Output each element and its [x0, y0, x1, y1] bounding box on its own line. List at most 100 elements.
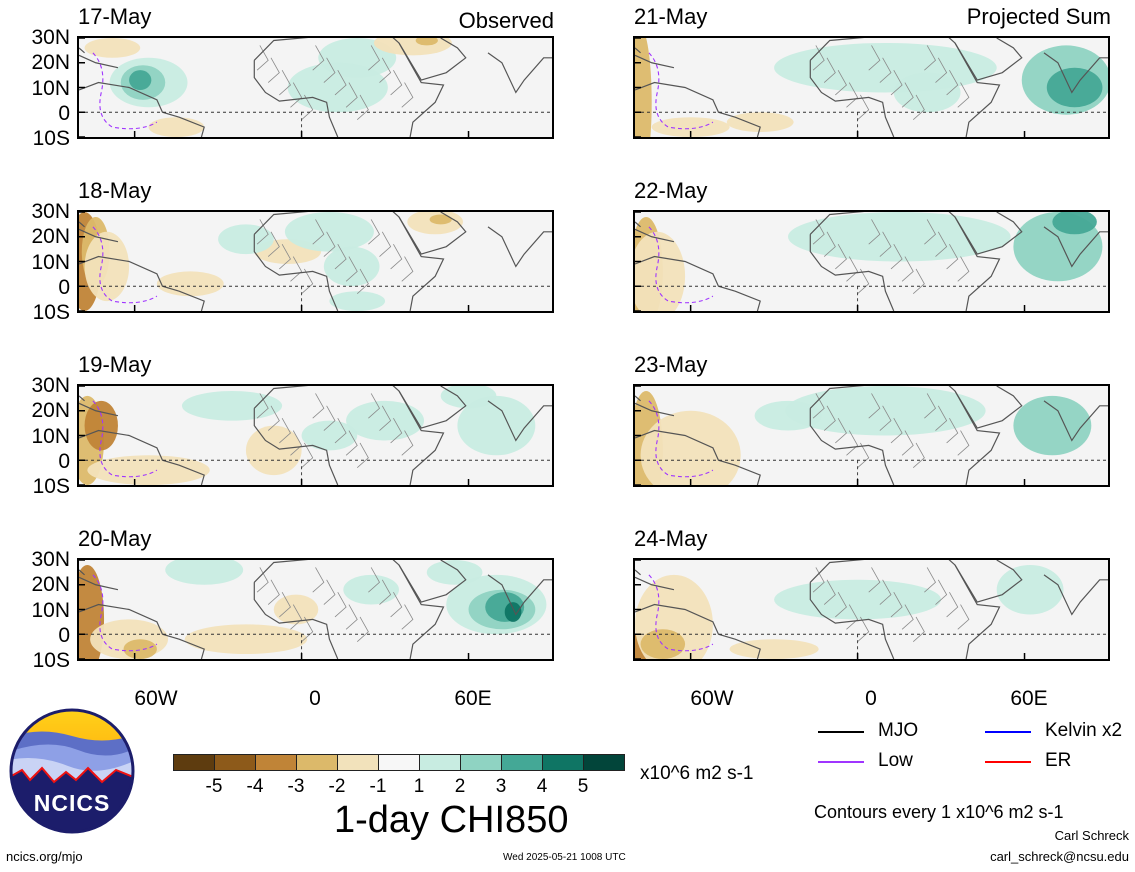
low-contour [92, 400, 158, 478]
country-border [256, 45, 269, 71]
anomaly-blob [429, 214, 452, 225]
country-border [935, 231, 948, 257]
country-border [823, 231, 836, 257]
country-border [401, 82, 414, 108]
map-svg [635, 386, 1108, 485]
country-border [957, 256, 970, 282]
country-border [279, 591, 291, 618]
country-border [356, 442, 369, 468]
credits-email: carl_schreck@ncsu.edu [990, 849, 1129, 864]
legend-line-er [985, 761, 1031, 763]
country-border [835, 591, 847, 618]
anomaly-blob [184, 624, 308, 655]
country-border [267, 57, 280, 83]
lat-label: 0 [58, 102, 70, 125]
country-border [390, 591, 403, 618]
country-border [356, 94, 369, 120]
legend-label-mjo: MJO [878, 720, 919, 741]
country-border [390, 417, 403, 444]
coastline [79, 603, 205, 659]
ncics-logo-text: NCICS [34, 790, 111, 816]
country-border [879, 231, 892, 257]
colorbar-tick-label: 4 [536, 776, 548, 797]
country-border [901, 430, 914, 456]
anomaly-blob [84, 231, 130, 302]
lat-label: 10S [32, 127, 70, 150]
anomaly-blob [156, 271, 224, 297]
country-border [356, 268, 369, 294]
anomaly-blob [788, 212, 1011, 262]
coastline [487, 400, 552, 442]
country-border [279, 69, 291, 96]
colorbar-tick-label: 1 [413, 776, 425, 797]
coastline [79, 395, 119, 417]
credits-timestamp: Wed 2025-05-21 1008 UTC [503, 852, 626, 863]
coastline [487, 52, 552, 94]
lon-label: 60E [1010, 687, 1048, 710]
country-border [290, 604, 303, 630]
country-border [879, 579, 892, 605]
colorbar-box [173, 754, 215, 771]
coastline [635, 603, 761, 659]
lat-label: 10N [31, 77, 70, 100]
low-contour [92, 574, 158, 652]
country-border [401, 256, 414, 282]
coastline [809, 560, 1001, 659]
country-border [924, 45, 937, 71]
country-border [368, 567, 381, 593]
colorbar-box [378, 754, 420, 771]
coastline [79, 47, 119, 69]
anomaly-blob [996, 564, 1064, 615]
coastline [253, 560, 445, 659]
colorbar-tick-label: -3 [287, 776, 305, 797]
country-border [345, 430, 358, 456]
coastline [79, 429, 205, 485]
country-border [290, 82, 303, 108]
low-contour [648, 574, 714, 652]
anomaly-blob [284, 212, 374, 252]
country-border [301, 442, 314, 468]
colorbar-title: 1-day CHI850 [334, 799, 569, 841]
coastline [487, 226, 552, 268]
country-border [267, 579, 280, 605]
country-border [924, 219, 937, 245]
low-contour [92, 226, 158, 304]
coastline [809, 38, 1001, 137]
country-border [812, 393, 825, 419]
country-border [334, 69, 347, 96]
country-border [401, 430, 414, 456]
anomaly-blob [245, 425, 302, 476]
colorbar-tick-label: -2 [328, 776, 346, 797]
anomaly-blob [323, 246, 380, 287]
map-panel-observed-4 [77, 558, 554, 661]
coastline [398, 560, 467, 603]
colorbar-tick-label: -1 [369, 776, 387, 797]
lat-label: 20N [31, 225, 70, 248]
anomaly-blob [415, 38, 438, 46]
colorbar-box [501, 754, 543, 771]
coastline [954, 560, 1023, 603]
country-border [846, 430, 859, 456]
panel-date-left-3: 19-May [78, 352, 152, 377]
country-border [812, 219, 825, 245]
country-border [846, 256, 859, 282]
anomaly-blob [1013, 395, 1092, 456]
country-border [935, 405, 948, 431]
lat-label: 20N [31, 573, 70, 596]
country-border [368, 219, 381, 245]
anomaly-blob [87, 455, 210, 485]
country-border [946, 591, 959, 618]
map-svg [79, 38, 552, 137]
coastline [635, 47, 675, 69]
legend-label-low: Low [878, 750, 913, 771]
coastline [398, 212, 467, 255]
country-border [857, 94, 870, 120]
country-border [879, 57, 892, 83]
country-border [301, 268, 314, 294]
country-border [924, 567, 937, 593]
country-border [890, 69, 903, 96]
country-border [901, 82, 914, 108]
country-border [401, 604, 414, 630]
panel-date-left-2: 18-May [78, 178, 152, 203]
colorbar-tick-label: 3 [495, 776, 507, 797]
